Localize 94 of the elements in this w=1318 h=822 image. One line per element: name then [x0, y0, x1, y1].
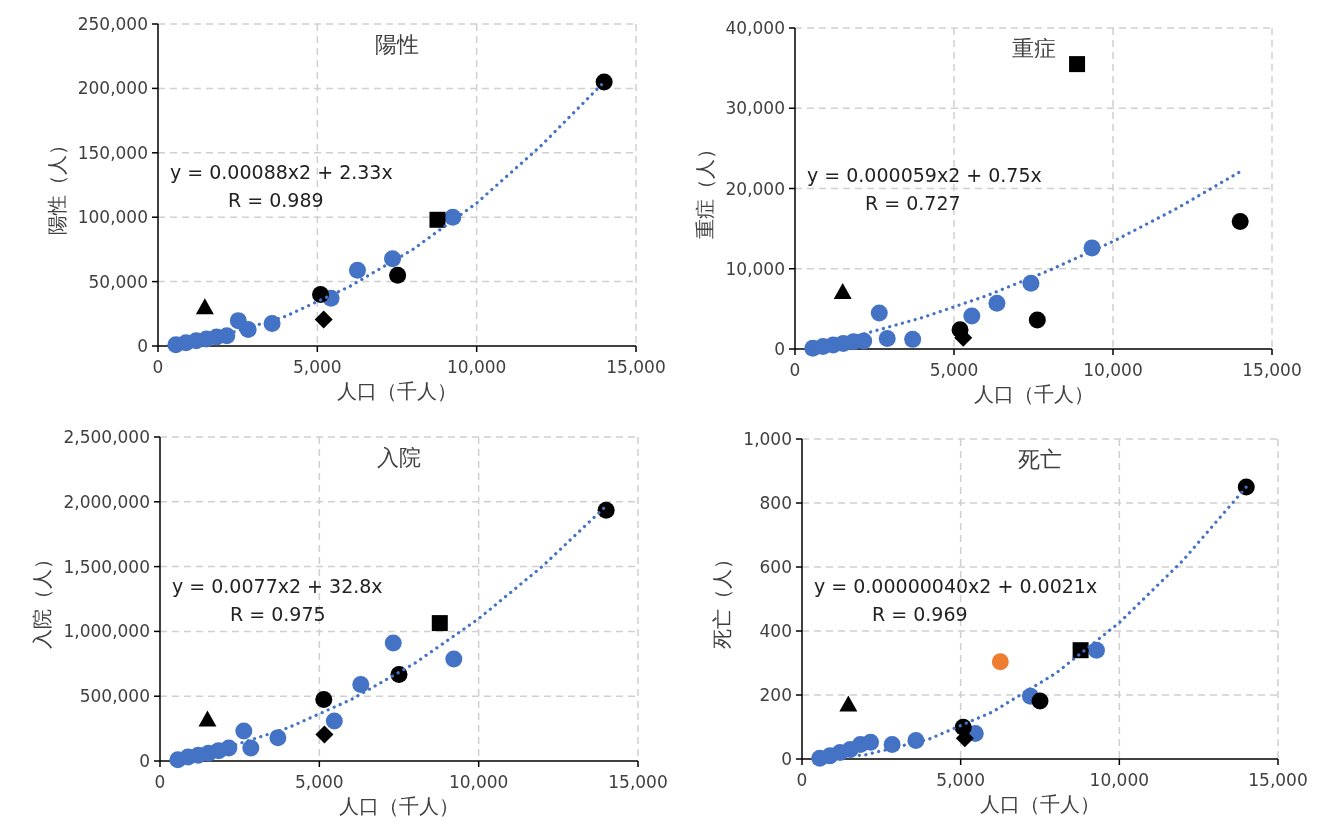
point [314, 310, 333, 329]
x-tick-label: 5,000 [295, 772, 344, 792]
point [325, 712, 343, 730]
y-tick-label: 10,000 [725, 258, 785, 279]
point [1031, 692, 1049, 710]
annotation: y = 0.00000040x2 + 0.0021x [814, 574, 1098, 597]
y-tick-label: 0 [774, 339, 785, 359]
point [1087, 641, 1105, 659]
point [352, 676, 370, 694]
y-tick-label: 200,000 [77, 78, 148, 99]
point [1072, 642, 1089, 659]
point [235, 722, 253, 740]
annotation: y = 0.00088x2 + 2.33x [170, 160, 393, 183]
point [988, 294, 1006, 312]
y-tick-label: 1,000 [743, 429, 792, 449]
y-tick-label: 50,000 [88, 271, 148, 292]
y-tick-label: 2,500,000 [63, 427, 150, 447]
point [384, 250, 402, 268]
y-tick-label: 100,000 [77, 207, 148, 228]
point [315, 691, 333, 709]
x-tick-label: 5,000 [929, 360, 979, 380]
annotation: y = 0.0077x2 + 32.8x [172, 574, 383, 597]
point [1028, 311, 1046, 329]
y-tick-label: 400 [759, 621, 792, 641]
x-tick-label: 10,000 [1089, 770, 1150, 790]
point [269, 729, 287, 747]
y-tick-label: 2,000,000 [63, 491, 150, 512]
y-tick-label: 30,000 [725, 98, 785, 119]
y-axis-title: 陽性（人） [44, 135, 69, 235]
y-tick-label: 1,000,000 [63, 621, 150, 642]
annotation: R = 0.989 [228, 188, 324, 211]
y-tick-label: 200 [759, 685, 792, 705]
x-tick-label: 10,000 [1083, 360, 1143, 380]
y-axis-title: 入院（人） [30, 549, 55, 649]
x-axis-title: 人口（千人） [980, 792, 1100, 816]
y-tick-label: 20,000 [725, 178, 785, 199]
point [384, 634, 402, 652]
point [1069, 56, 1086, 73]
point [242, 739, 260, 757]
annotation: R = 0.975 [230, 602, 326, 625]
point [431, 615, 448, 632]
point [991, 653, 1009, 671]
point [595, 73, 613, 91]
point [1237, 478, 1255, 496]
point [870, 304, 888, 322]
y-tick-label: 500,000 [79, 686, 150, 707]
annotation: y = 0.000059x2 + 0.75x [807, 164, 1042, 187]
y-tick-label: 1,500,000 [63, 556, 150, 577]
chart-title: 死亡 [1018, 447, 1062, 472]
annotation: R = 0.969 [872, 602, 968, 625]
point [597, 501, 615, 519]
x-tick-label: 0 [796, 770, 808, 790]
point [833, 283, 852, 300]
x-axis-title: 人口（千人） [339, 794, 459, 818]
y-axis-title: 死亡（人） [710, 549, 735, 649]
x-tick-label: 10,000 [448, 772, 509, 792]
x-tick-label: 5,000 [293, 357, 342, 377]
point [348, 261, 366, 279]
point [862, 733, 880, 751]
x-axis-title: 人口（千人） [973, 382, 1094, 406]
point [1231, 212, 1249, 230]
point [429, 211, 446, 228]
x-tick-label: 0 [154, 772, 166, 792]
point [198, 710, 217, 727]
x-tick-label: 0 [152, 357, 164, 377]
x-tick-label: 15,000 [608, 772, 668, 792]
y-tick-label: 40,000 [725, 18, 785, 38]
point [445, 650, 463, 668]
chart-title: 陽性 [375, 32, 419, 57]
x-tick-label: 15,000 [1248, 770, 1308, 790]
y-tick-label: 250,000 [77, 14, 148, 34]
y-tick-label: 0 [781, 749, 792, 769]
y-axis-title: 重症（人） [692, 138, 717, 239]
x-axis-title: 人口（千人） [337, 379, 457, 403]
x-tick-label: 15,000 [1242, 360, 1302, 380]
point [195, 298, 214, 315]
point [878, 330, 896, 348]
point [312, 285, 330, 303]
point [904, 330, 922, 348]
chart-title: 重症 [1011, 36, 1056, 61]
point [315, 725, 334, 744]
point [963, 307, 981, 325]
y-tick-label: 150,000 [77, 142, 148, 163]
x-tick-label: 15,000 [606, 357, 666, 377]
y-tick-label: 600 [759, 557, 792, 577]
x-tick-label: 5,000 [936, 770, 985, 790]
y-tick-label: 0 [139, 751, 150, 771]
y-tick-label: 800 [759, 493, 792, 513]
point [839, 695, 858, 712]
annotation: R = 0.727 [865, 192, 961, 215]
x-tick-label: 10,000 [446, 357, 507, 377]
chart-title: 入院 [377, 445, 421, 470]
point [389, 266, 407, 284]
y-tick-label: 0 [137, 336, 148, 356]
